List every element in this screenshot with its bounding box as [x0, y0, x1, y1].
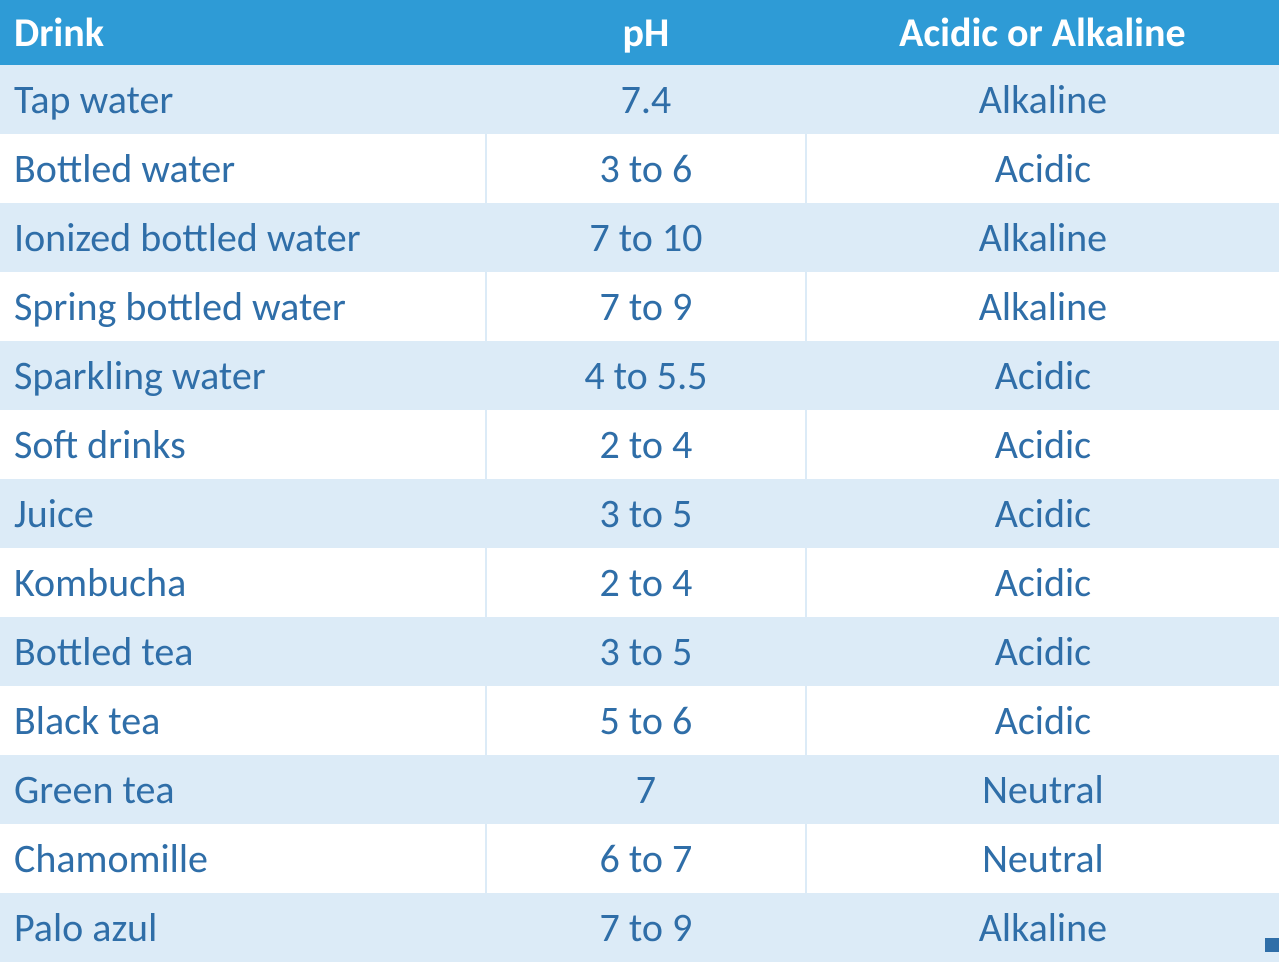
cell-class: Acidic: [806, 341, 1279, 410]
table-row: Green tea 7 Neutral: [0, 755, 1279, 824]
cell-drink: Tap water: [0, 65, 486, 134]
cell-drink: Green tea: [0, 755, 486, 824]
table-row: Bottled water 3 to 6 Acidic: [0, 134, 1279, 203]
cell-drink: Juice: [0, 479, 486, 548]
table-row: Sparkling water 4 to 5.5 Acidic: [0, 341, 1279, 410]
cell-drink: Kombucha: [0, 548, 486, 617]
cell-ph: 7.4: [486, 65, 806, 134]
table-row: Chamomille 6 to 7 Neutral: [0, 824, 1279, 893]
cell-class: Acidic: [806, 686, 1279, 755]
cell-class: Alkaline: [806, 65, 1279, 134]
header-drink: Drink: [0, 0, 486, 65]
table-row: Black tea 5 to 6 Acidic: [0, 686, 1279, 755]
table-head: Drink pH Acidic or Alkaline: [0, 0, 1279, 65]
cell-ph: 5 to 6: [486, 686, 806, 755]
cell-class: Neutral: [806, 824, 1279, 893]
table-body: Tap water 7.4 Alkaline Bottled water 3 t…: [0, 65, 1279, 962]
table-row: Kombucha 2 to 4 Acidic: [0, 548, 1279, 617]
table-row: Bottled tea 3 to 5 Acidic: [0, 617, 1279, 686]
cell-class: Neutral: [806, 755, 1279, 824]
header-row: Drink pH Acidic or Alkaline: [0, 0, 1279, 65]
table-row: Ionized bottled water 7 to 10 Alkaline: [0, 203, 1279, 272]
header-class: Acidic or Alkaline: [806, 0, 1279, 65]
cell-drink: Bottled tea: [0, 617, 486, 686]
cell-ph: 3 to 6: [486, 134, 806, 203]
cell-class: Alkaline: [806, 203, 1279, 272]
cell-drink: Chamomille: [0, 824, 486, 893]
table-row: Tap water 7.4 Alkaline: [0, 65, 1279, 134]
table-row: Juice 3 to 5 Acidic: [0, 479, 1279, 548]
cell-class: Acidic: [806, 410, 1279, 479]
cell-ph: 7 to 10: [486, 203, 806, 272]
cell-ph: 7: [486, 755, 806, 824]
cell-ph: 3 to 5: [486, 479, 806, 548]
cell-class: Acidic: [806, 617, 1279, 686]
header-ph: pH: [486, 0, 806, 65]
cell-drink: Spring bottled water: [0, 272, 486, 341]
ph-table: Drink pH Acidic or Alkaline Tap water 7.…: [0, 0, 1279, 962]
cell-ph: 4 to 5.5: [486, 341, 806, 410]
cell-class: Acidic: [806, 134, 1279, 203]
cell-ph: 2 to 4: [486, 548, 806, 617]
table-row: Soft drinks 2 to 4 Acidic: [0, 410, 1279, 479]
cell-class: Acidic: [806, 479, 1279, 548]
cell-ph: 7 to 9: [486, 272, 806, 341]
cell-ph: 2 to 4: [486, 410, 806, 479]
table-row: Spring bottled water 7 to 9 Alkaline: [0, 272, 1279, 341]
cell-drink: Ionized bottled water: [0, 203, 486, 272]
cell-drink: Soft drinks: [0, 410, 486, 479]
cell-drink: Sparkling water: [0, 341, 486, 410]
cell-class: Alkaline: [806, 272, 1279, 341]
cell-ph: 3 to 5: [486, 617, 806, 686]
cell-ph: 6 to 7: [486, 824, 806, 893]
cell-drink: Black tea: [0, 686, 486, 755]
corner-mark-icon: [1265, 938, 1279, 952]
cell-drink: Bottled water: [0, 134, 486, 203]
cell-class: Acidic: [806, 548, 1279, 617]
